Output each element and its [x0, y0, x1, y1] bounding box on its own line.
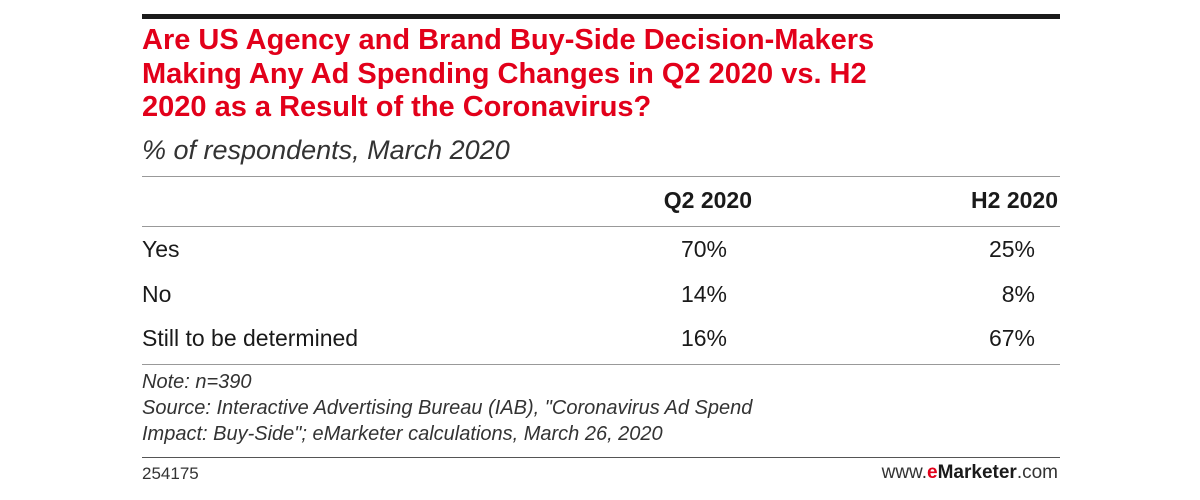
divider [142, 226, 1060, 227]
chart-card: Are US Agency and Brand Buy-Side Decisio… [142, 0, 1060, 500]
title-line: Are US Agency and Brand Buy-Side Decisio… [142, 24, 875, 56]
column-header-h2: H2 2020 [971, 187, 1058, 213]
row-label: Yes [142, 236, 180, 262]
divider [142, 364, 1060, 365]
source-line: Source: Interactive Advertising Bureau (… [142, 397, 753, 419]
chart-subtitle: % of respondents, March 2020 [142, 135, 510, 165]
source-line: Impact: Buy-Side"; eMarketer calculation… [142, 423, 663, 445]
brand-suffix: .com [1016, 462, 1058, 483]
emarketer-logo[interactable]: www.eMarketer.com [882, 460, 1058, 486]
column-header-q2: Q2 2020 [663, 187, 752, 213]
title-line: Making Any Ad Spending Changes in Q2 202… [142, 57, 867, 90]
brand-marketer: Marketer [937, 462, 1017, 483]
cell-h2: 25% [988, 236, 1035, 262]
table-row: Still to be determined 16% 67% [142, 316, 1060, 360]
title-line: 2020 as a Result of the Coronavirus? [142, 91, 652, 123]
table-row: Yes 70% 25% [142, 227, 1060, 271]
footnote: Note: n=390 Source: Interactive Advertis… [142, 369, 1060, 447]
chart-id: 254175 [142, 464, 199, 483]
table-row: No 14% 8% [142, 272, 1060, 316]
row-label: No [142, 281, 172, 307]
cell-h2: 67% [988, 325, 1035, 351]
cell-h2: 8% [1001, 281, 1035, 307]
note-text: Note: n=390 [142, 371, 252, 393]
top-rule [142, 14, 1060, 19]
cell-q2: 70% [680, 236, 727, 262]
divider [142, 176, 1060, 177]
brand-e: e [927, 462, 938, 483]
divider [142, 457, 1060, 458]
chart-title: Are US Agency and Brand Buy-Side Decisio… [142, 24, 1060, 125]
cell-q2: 16% [680, 325, 727, 351]
row-label: Still to be determined [142, 325, 359, 351]
cell-q2: 14% [680, 281, 727, 307]
brand-prefix: www. [881, 462, 928, 483]
